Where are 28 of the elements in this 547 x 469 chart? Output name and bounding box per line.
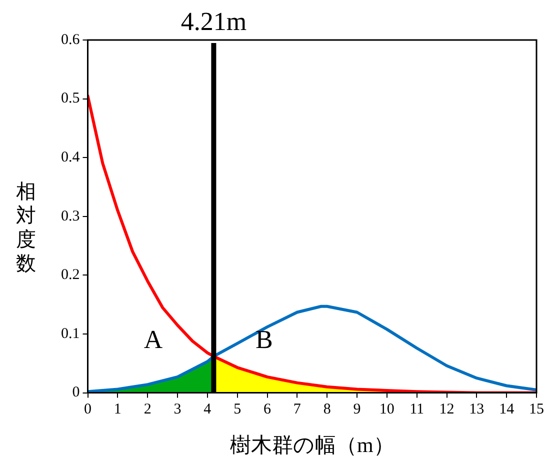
x-tick-label: 14 [499, 402, 515, 418]
x-tick-label: 4 [204, 402, 212, 418]
ref-line-label: 4.21m [180, 6, 247, 36]
x-tick-label: 9 [353, 402, 361, 418]
x-tick-label: 8 [323, 402, 331, 418]
y-axis-title: 相対度数 [15, 180, 37, 276]
x-axis-title: 樹木群の幅（m） [230, 432, 394, 457]
y-tick-label: 0.2 [61, 267, 80, 284]
x-tick-label: 6 [264, 402, 272, 418]
annotation: B [256, 325, 273, 354]
x-tick-label: 0 [84, 402, 92, 418]
x-tick-label: 10 [379, 402, 394, 418]
y-tick-label: 0.4 [61, 150, 80, 166]
x-tick-label: 15 [529, 402, 544, 418]
y-tick-label: 0.3 [61, 208, 80, 224]
x-tick-label: 7 [293, 402, 302, 418]
y-tick-label: 0.5 [61, 90, 80, 107]
y-tick-label: 0.6 [61, 32, 80, 48]
x-tick-label: 3 [174, 402, 182, 418]
annotation: A [144, 325, 163, 354]
x-tick-label: 12 [439, 402, 454, 418]
x-tick-label: 1 [114, 402, 122, 418]
y-tick-label: 0 [72, 384, 80, 401]
x-tick-label: 2 [144, 402, 152, 418]
x-tick-label: 5 [234, 402, 242, 418]
x-tick-label: 13 [469, 402, 484, 418]
x-tick-label: 11 [410, 402, 424, 418]
y-tick-label: 0.1 [61, 326, 80, 342]
